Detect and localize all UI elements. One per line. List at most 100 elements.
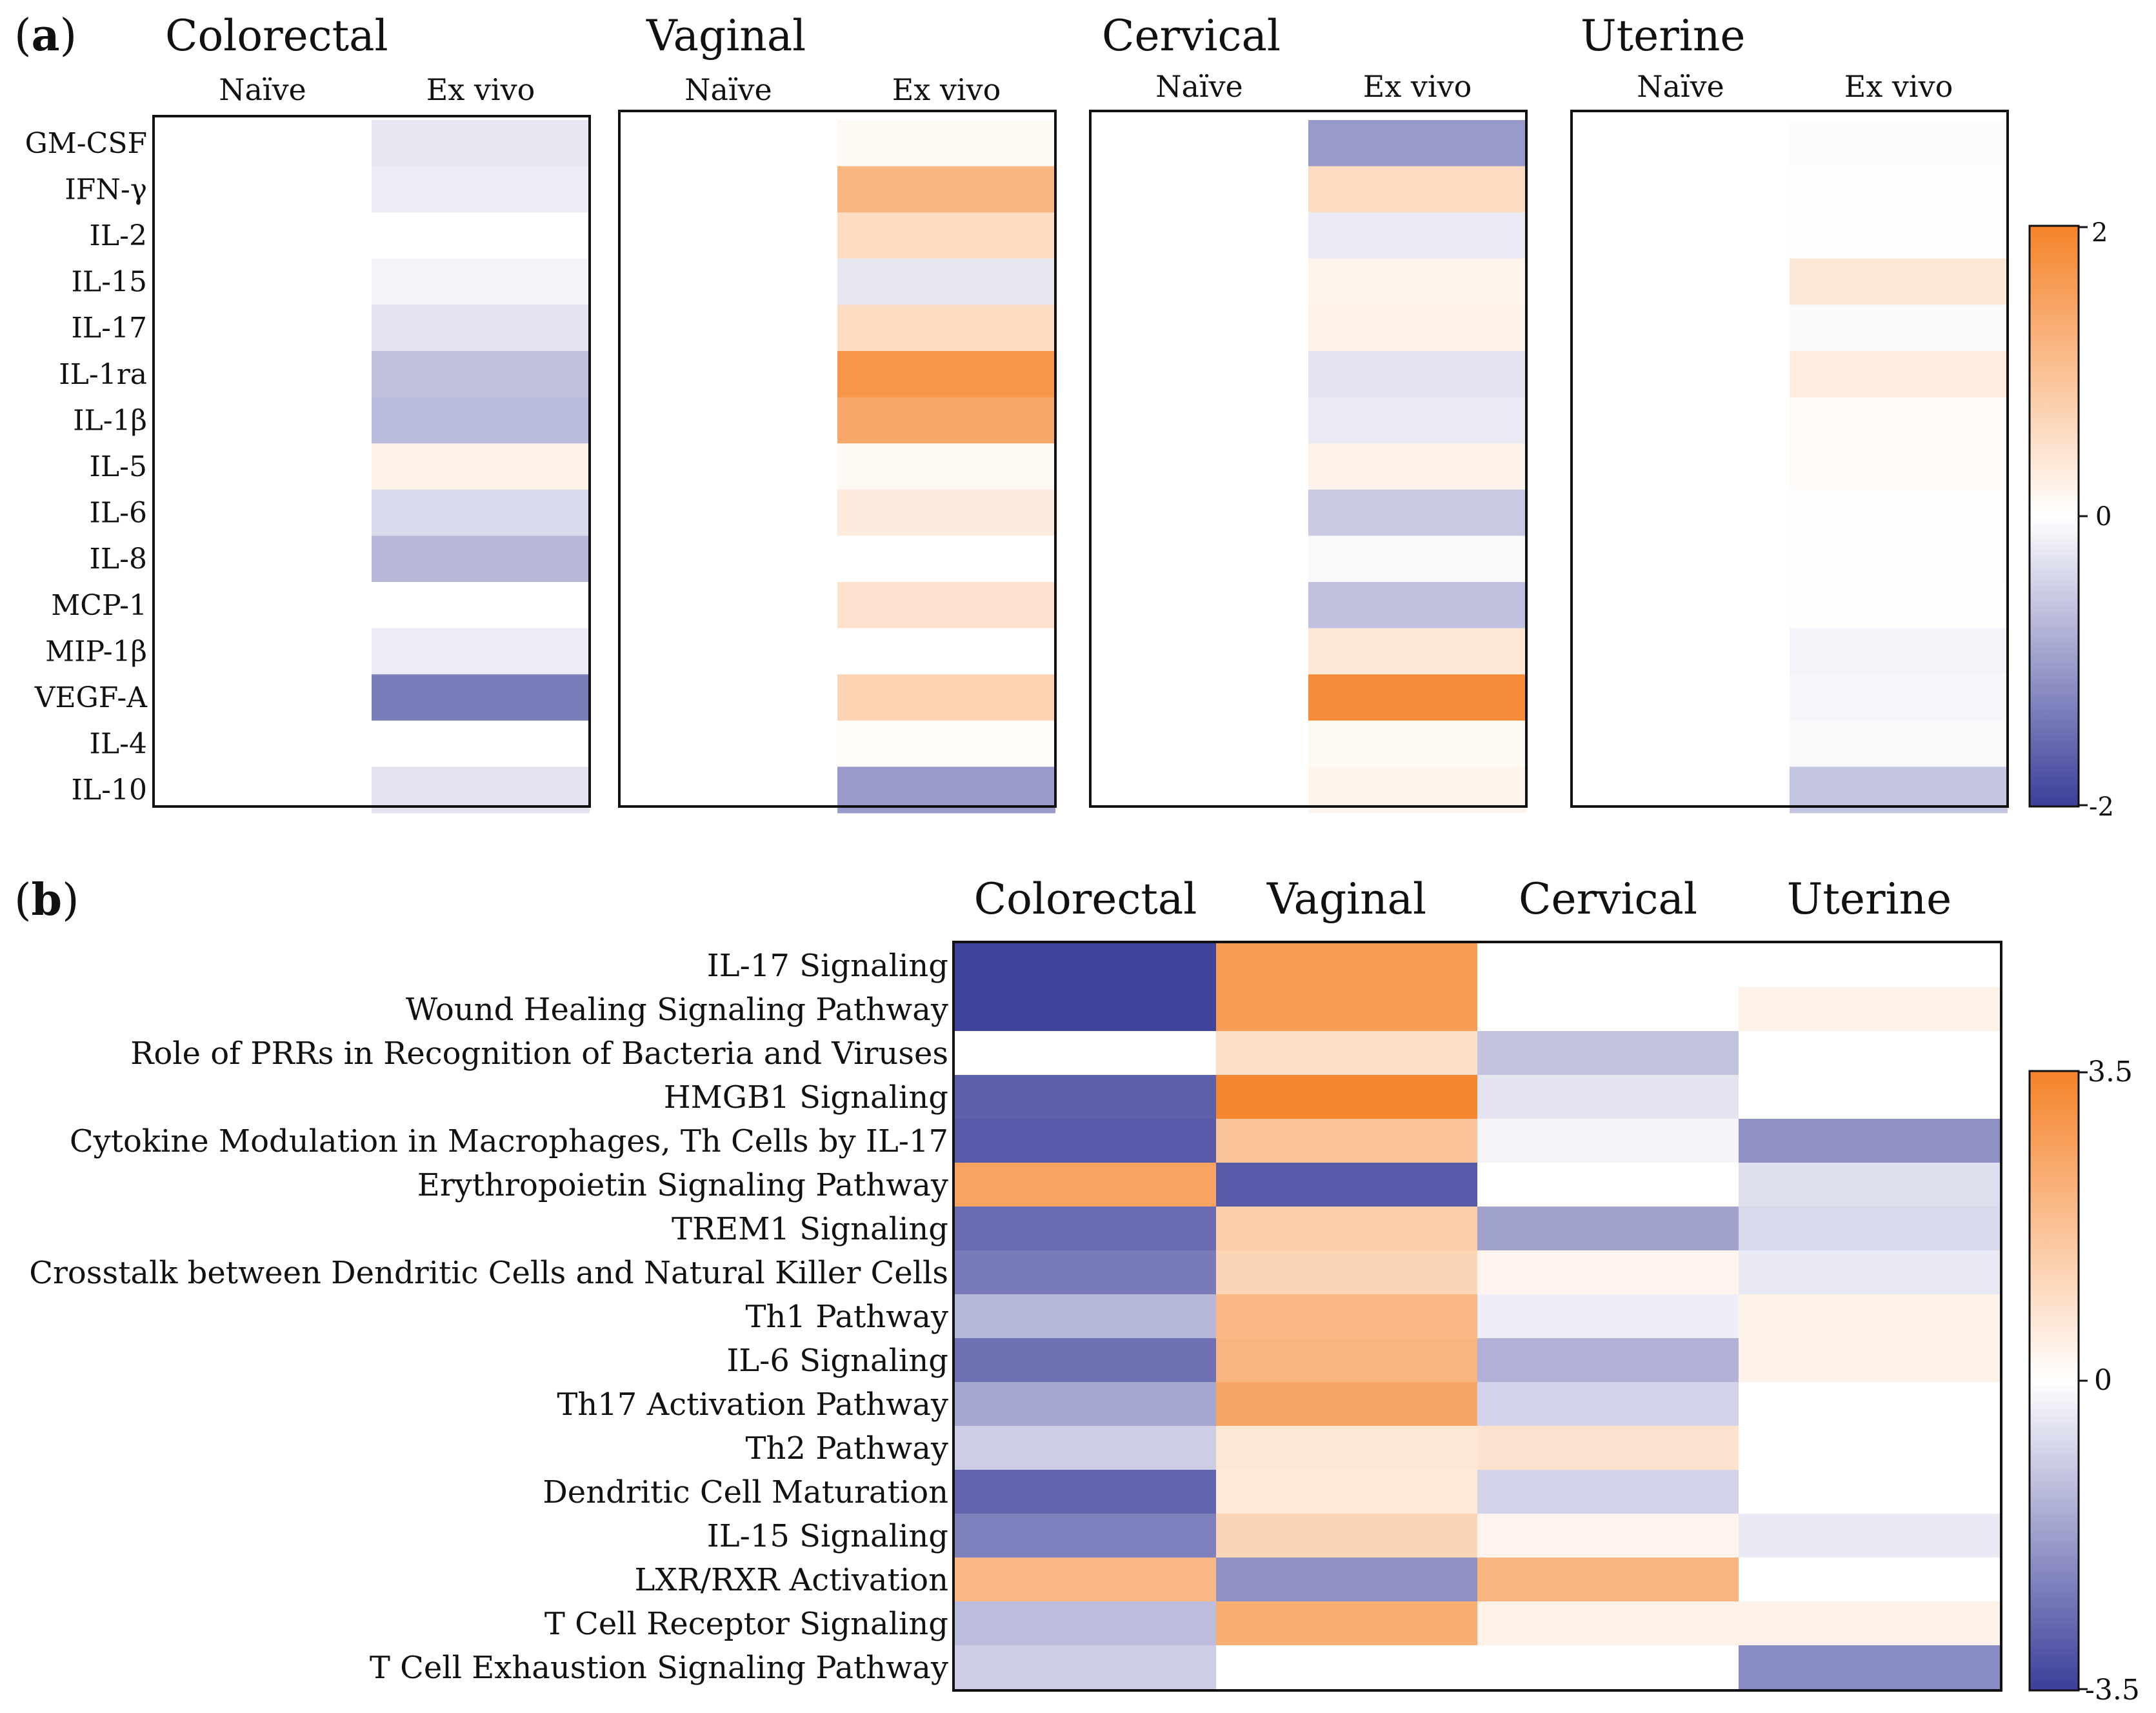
row-label-th1-pathway: Th1 Pathway — [745, 1299, 948, 1335]
heatmap-cell — [955, 987, 1217, 1032]
heatmap-cell — [1090, 674, 1308, 721]
heatmap-cell — [1090, 258, 1308, 305]
heatmap-cell — [837, 397, 1055, 444]
heatmap-cell — [154, 351, 372, 398]
heatmap-cell — [1477, 1645, 1739, 1690]
heatmap-cell — [154, 305, 372, 352]
heatmap-cell — [1477, 1514, 1739, 1558]
heatmap-cell — [1477, 1426, 1739, 1470]
row-label-erythropoietin-signaling-pathway: Erythropoietin Signaling Pathway — [417, 1167, 948, 1203]
heatmap-cell — [1739, 1207, 2001, 1251]
heatmap-cell — [1216, 1514, 1478, 1558]
heatmap-cell — [372, 674, 590, 721]
heatmap-cell — [1790, 489, 2008, 536]
heatmap-cell — [1216, 1426, 1478, 1470]
heatmap-cell — [1572, 397, 1790, 444]
heatmap-cell — [955, 943, 1217, 988]
heatmap-cell — [1739, 1601, 2001, 1646]
row-label-cytokine-modulation-in-macrophages-th-cells-by-il-17: Cytokine Modulation in Macrophages, Th C… — [70, 1123, 948, 1159]
heatmap-cell — [1572, 489, 1790, 536]
heatmap-cell — [1216, 1294, 1478, 1339]
heatmap-cell — [1090, 628, 1308, 675]
tissue-colorectal: Colorectal Naïve Ex vivo — [152, 11, 591, 814]
heatmap-cell — [1572, 536, 1790, 583]
heatmap-cell — [1308, 628, 1526, 675]
heatmap-cell — [837, 674, 1055, 721]
heatmap-cell — [1216, 943, 1478, 988]
heatmap-cell — [1477, 1470, 1739, 1514]
row-label-t-cell-exhaustion-signaling-pathway: T Cell Exhaustion Signaling Pathway — [370, 1650, 948, 1686]
heatmap-cell — [1739, 1558, 2001, 1602]
heatmap-cell — [372, 305, 590, 352]
heatmap-cell — [619, 351, 837, 398]
row-label-role-of-prrs-in-recognition-of-bacteria-and-viruses: Role of PRRs in Recognition of Bacteria … — [130, 1036, 948, 1072]
row-label-il-6-signaling: IL-6 Signaling — [726, 1343, 948, 1379]
colorbar-a-gradient — [2028, 225, 2080, 808]
heatmap-cell — [955, 1338, 1217, 1383]
heatmap-cell — [1739, 1382, 2001, 1427]
heatmap-cell — [1739, 1250, 2001, 1295]
heatmap-cell — [955, 1163, 1217, 1207]
heatmap-cell — [1739, 1470, 2001, 1514]
column-label-na-ve: Naïve — [1637, 69, 1724, 104]
heatmap-cell — [1216, 1031, 1478, 1076]
heatmap-cell — [1090, 305, 1308, 352]
tissue-title: Vaginal — [646, 11, 806, 61]
heatmap-cell — [955, 1426, 1217, 1470]
heatmap-cell — [372, 212, 590, 259]
tissue-cervical: Cervical Naïve Ex vivo — [1089, 11, 1528, 814]
heatmap-cell — [1477, 1207, 1739, 1251]
heatmap-cell — [955, 1119, 1217, 1163]
heatmap-cell — [619, 166, 837, 213]
column-label-na-ve: Naïve — [219, 72, 306, 107]
heatmap-cell — [1308, 305, 1526, 352]
heatmap-cell — [1739, 1163, 2001, 1207]
row-label-crosstalk-between-dendritic-cells-and-natural-killer-cells: Crosstalk between Dendritic Cells and Na… — [29, 1255, 948, 1291]
heatmap-cell — [1477, 1338, 1739, 1383]
panel-a-letter: a — [32, 10, 60, 61]
heatmap-cell — [1477, 1075, 1739, 1119]
heatmap-cell — [955, 1250, 1217, 1295]
row-label-th2-pathway: Th2 Pathway — [745, 1430, 948, 1467]
heatmap-cell — [154, 489, 372, 536]
heatmap-cell — [955, 1514, 1217, 1558]
heatmap-cell — [837, 582, 1055, 629]
row-label-il-17-signaling: IL-17 Signaling — [707, 948, 948, 984]
heatmap-cell — [1477, 1250, 1739, 1295]
heatmap-cell — [837, 628, 1055, 675]
panel-a-colorbar: 2 0 -2 — [2028, 218, 2114, 822]
heatmap-cell — [1216, 1558, 1478, 1602]
heatmap-cell — [154, 628, 372, 675]
heatmap-cell — [1790, 258, 2008, 305]
heatmap-cell — [1090, 120, 1308, 167]
panel-a-row-labels: GM-CSF IFN-γ IL-2 IL-15 IL-17 IL-1ra IL-1β IL-5… — [25, 127, 148, 806]
heatmap-cell — [372, 628, 590, 675]
heatmap-cell — [1090, 720, 1308, 767]
heatmap-cell — [1790, 720, 2008, 767]
heatmap-cell — [1790, 536, 2008, 583]
heatmap-cell — [837, 258, 1055, 305]
heatmap-cell — [154, 720, 372, 767]
heatmap-cell — [1572, 628, 1790, 675]
heatmap-cell — [837, 120, 1055, 167]
heatmap-cell — [372, 536, 590, 583]
heatmap-cell — [619, 628, 837, 675]
heatmap-cell — [619, 443, 837, 490]
row-label-il-2: IL-2 — [90, 219, 147, 252]
heatmap-cell — [1216, 1075, 1478, 1119]
row-label-il-15: IL-15 — [72, 266, 147, 299]
heatmap-cell — [1216, 1250, 1478, 1295]
heatmap-cell — [955, 1470, 1217, 1514]
heatmap-cell — [372, 720, 590, 767]
row-label-wound-healing-signaling-pathway: Wound Healing Signaling Pathway — [406, 992, 948, 1028]
heatmap-cell — [1572, 120, 1790, 167]
heatmap-cell — [1790, 628, 2008, 675]
heatmap-cell — [955, 1601, 1217, 1646]
heatmap-cell — [1308, 489, 1526, 536]
heatmap-cell — [372, 582, 590, 629]
row-label-il-8: IL-8 — [90, 543, 147, 576]
heatmap-cell — [837, 489, 1055, 536]
heatmap-cell — [1477, 1294, 1739, 1339]
heatmap-cell — [1090, 489, 1308, 536]
